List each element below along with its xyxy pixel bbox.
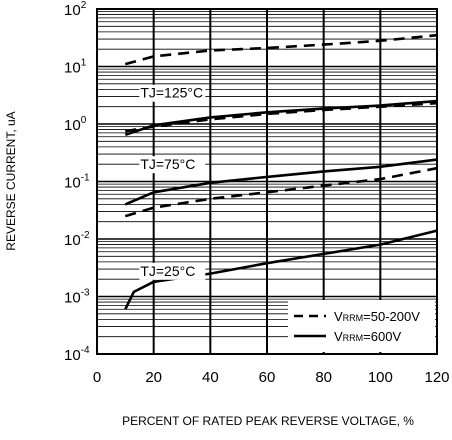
- y-tick-label: 100: [64, 115, 87, 134]
- series-line-5: [124, 166, 438, 218]
- annotation-label-2: TJ=75°C: [140, 156, 195, 172]
- annotation-label-1: TJ=125°C: [140, 85, 203, 101]
- tick-label-layer: 0 20 40 60 80 100 120 10-4 10-3 10-2 10-1 100 101 102: [64, 0, 450, 386]
- y-tick-label: 101: [64, 58, 87, 77]
- series-line-6: [124, 229, 438, 310]
- series-layer: [124, 33, 438, 310]
- y-tick-label: 10-4: [64, 345, 90, 364]
- annotation-background: [139, 84, 206, 102]
- x-tick-label: 0: [93, 369, 101, 386]
- y-tick-label: 102: [64, 0, 87, 19]
- x-tick-label: 100: [368, 369, 393, 386]
- annotation-layer: TJ=125°C TJ=75°C TJ=25°C: [139, 84, 206, 280]
- legend-label-2: VRRM=600V: [334, 329, 401, 344]
- x-axis-title: PERCENT OF RATED PEAK REVERSE VOLTAGE, %: [122, 414, 414, 428]
- x-tick-label: 20: [145, 369, 162, 386]
- y-tick-label: 10-2: [64, 230, 90, 249]
- annotation-label-3: TJ=25°C: [140, 263, 195, 279]
- x-tick-label: 40: [202, 369, 219, 386]
- plot-frame: [96, 8, 438, 355]
- y-tick-label: 10-1: [64, 173, 90, 192]
- x-tick-label: 80: [315, 369, 332, 386]
- grid-layer: [97, 9, 437, 354]
- annotation-background: [139, 262, 206, 280]
- legend-label-1: VRRM=50-200V: [334, 309, 420, 324]
- legend-box: [288, 300, 435, 352]
- series-line-3: [125, 101, 438, 133]
- series-line-4: [124, 158, 438, 206]
- series-line-1: [124, 33, 438, 66]
- y-axis-title: REVERSE CURRENT, uA: [4, 111, 18, 250]
- annotation-background: [139, 156, 206, 174]
- y-tick-label: 10-3: [64, 288, 90, 307]
- x-tick-label: 60: [259, 369, 276, 386]
- legend: VRRM=50-200V VRRM=600V: [288, 300, 435, 352]
- x-tick-label: 120: [424, 369, 449, 386]
